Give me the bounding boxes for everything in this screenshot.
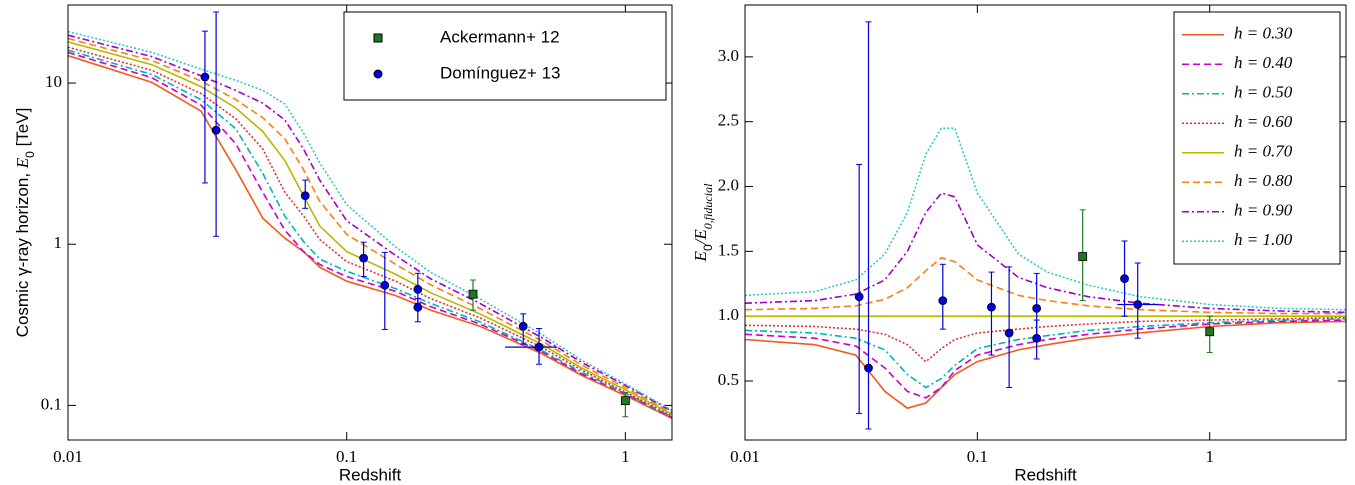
x-tick-label: 0.1 xyxy=(967,447,988,466)
curve xyxy=(745,320,1346,410)
legend-label: h = 0.70 xyxy=(1234,142,1293,161)
plot-area xyxy=(745,21,1346,430)
point xyxy=(864,363,873,373)
point xyxy=(413,302,423,312)
legend-swatch xyxy=(373,69,383,79)
x-axis-label: Redshift xyxy=(339,465,402,484)
point xyxy=(359,253,369,263)
curve xyxy=(745,256,1346,315)
legend-swatch xyxy=(373,33,383,43)
point xyxy=(211,125,221,135)
point xyxy=(534,342,544,352)
x-tick-label: 1 xyxy=(1205,447,1214,466)
y-tick-label: 2.5 xyxy=(718,111,739,130)
point xyxy=(200,72,210,82)
point xyxy=(518,321,528,331)
point xyxy=(938,296,948,306)
y-label-part: E xyxy=(691,250,710,262)
y-label-part: E xyxy=(13,157,32,169)
legend-box xyxy=(1173,11,1341,265)
point xyxy=(1205,327,1215,337)
plot-area xyxy=(68,11,672,420)
point xyxy=(620,396,630,406)
legend-label: h = 0.60 xyxy=(1234,112,1293,131)
panel: 0.01 0.1 10.51.01.52.02.53.0RedshiftE0/E0,… xyxy=(691,4,1347,484)
curve xyxy=(68,37,672,414)
point xyxy=(1078,252,1088,261)
point xyxy=(1133,300,1143,309)
y-tick-label: 10 xyxy=(45,72,62,91)
legend-label: h = 0.30 xyxy=(1234,24,1293,43)
point xyxy=(1032,303,1042,313)
y-tick-label: 2.0 xyxy=(718,175,739,194)
y-axis-label: Cosmic γ-ray horizon, E0 [TeV] xyxy=(13,108,37,338)
point xyxy=(1004,328,1014,338)
curve xyxy=(68,46,672,417)
frame xyxy=(67,4,673,441)
curve xyxy=(68,30,672,412)
y-label-part: / xyxy=(691,237,710,245)
legend-label: h = 1.00 xyxy=(1234,230,1293,249)
point xyxy=(854,292,864,302)
point xyxy=(413,284,423,294)
curve xyxy=(745,318,1346,389)
legend: Ackermann+ 12 Domínguez+ 13 xyxy=(343,11,667,101)
curve xyxy=(68,34,672,412)
legend-box xyxy=(343,11,667,101)
point xyxy=(300,191,310,201)
curve xyxy=(68,51,672,419)
y-label-part: Cosmic γ-ray horizon, xyxy=(13,168,32,337)
legend-label: h = 0.50 xyxy=(1234,83,1293,102)
y-tick-label: 0.5 xyxy=(718,370,739,389)
point xyxy=(1032,333,1042,343)
y-label-part: E xyxy=(691,229,710,241)
curve xyxy=(745,192,1346,314)
frame xyxy=(744,4,1347,441)
y-tick-label: 1.5 xyxy=(718,240,739,259)
legend: h = 0.30 h = 0.40 h = 0.50 h = 0.60 h = 0.70… xyxy=(1173,11,1341,265)
legend-label: h = 0.90 xyxy=(1234,201,1293,220)
y-tick-label: 0.1 xyxy=(41,394,62,413)
point xyxy=(987,302,996,312)
y-axis-label: E0/E0,fiducial xyxy=(691,183,715,263)
curve xyxy=(68,49,672,418)
curve xyxy=(68,54,672,420)
curve xyxy=(68,41,672,416)
y-tick-label: 1.0 xyxy=(718,305,739,324)
y-label-part: 0 xyxy=(701,244,715,251)
x-tick-label: 0.01 xyxy=(53,447,83,466)
y-label-part: 0 xyxy=(23,151,37,158)
legend-label: h = 0.40 xyxy=(1234,53,1293,72)
y-label-part: [TeV] xyxy=(13,108,32,151)
legend-label: Ackermann+ 12 xyxy=(440,27,560,46)
point xyxy=(1120,274,1129,283)
curve xyxy=(745,316,1346,363)
panel: 0.01 0.1 1 0.1 1 10 Redshift Cosmic γ-ray horiz… xyxy=(13,4,673,484)
x-tick-label: 0.01 xyxy=(730,447,760,466)
y-tick-label: 1 xyxy=(54,233,63,252)
x-tick-label: 1 xyxy=(621,447,630,466)
x-axis-label: Redshift xyxy=(1014,465,1077,484)
x-tick-label: 0.1 xyxy=(336,447,357,466)
curve xyxy=(745,127,1346,311)
y-label-part: 0,fiducial xyxy=(701,183,715,229)
curve xyxy=(745,319,1346,399)
legend-label: h = 0.80 xyxy=(1234,171,1293,190)
legend-label: Domínguez+ 13 xyxy=(440,63,561,82)
point xyxy=(468,289,478,299)
y-tick-label: 3.0 xyxy=(718,46,739,65)
point xyxy=(380,280,390,290)
